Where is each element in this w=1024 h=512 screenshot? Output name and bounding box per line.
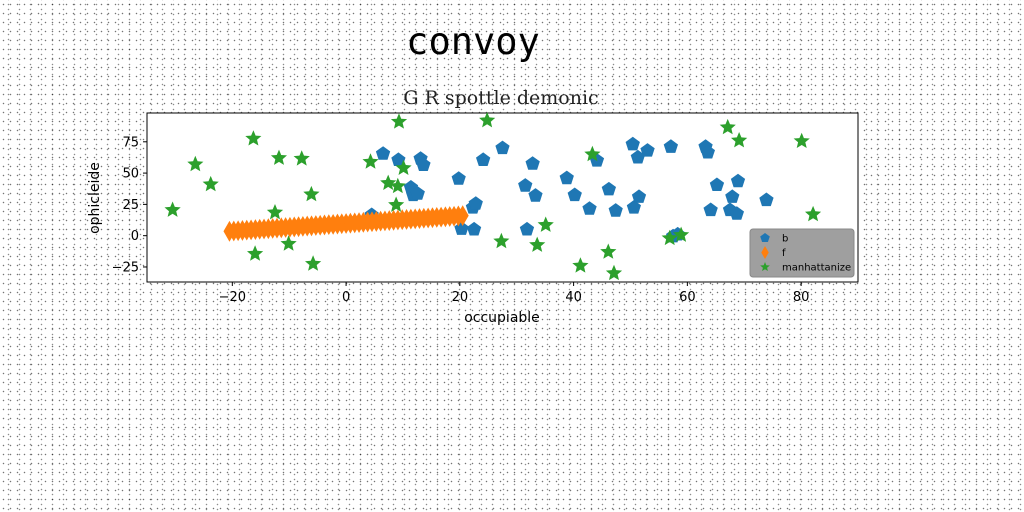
data-point-manhattanize (305, 255, 322, 271)
data-point-b (725, 189, 740, 203)
chart-title: G R spottle demonic (403, 87, 598, 109)
data-point-b (519, 221, 535, 236)
data-point-b (410, 186, 425, 200)
data-point-manhattanize (247, 245, 264, 261)
data-point-b (709, 177, 725, 191)
data-point-manhattanize (805, 205, 822, 222)
x-tick-label: 60 (679, 290, 696, 305)
data-point-b (451, 171, 466, 185)
data-point-b (729, 206, 744, 220)
data-point-manhattanize (493, 232, 510, 249)
data-point-b (582, 201, 597, 215)
data-point-b (468, 196, 483, 210)
data-point-manhattanize (605, 264, 623, 281)
data-point-manhattanize (719, 118, 736, 135)
data-point-manhattanize (187, 155, 204, 172)
data-point-manhattanize (362, 153, 379, 169)
data-point-b (730, 173, 746, 188)
data-point-b (416, 157, 431, 171)
legend-label: f (782, 248, 786, 259)
data-point-manhattanize (395, 159, 412, 175)
data-point-b (391, 152, 406, 166)
legend-label: b (782, 234, 788, 245)
legend-label: manhattanize (782, 263, 851, 274)
data-point-b (630, 149, 645, 164)
x-tick-label: −20 (219, 290, 246, 305)
data-point-b (476, 152, 491, 166)
data-point-manhattanize (164, 201, 181, 217)
x-tick-label: 20 (452, 290, 469, 305)
legend-marker (760, 233, 770, 242)
y-tick-label: −25 (112, 260, 139, 275)
legend-box (749, 228, 855, 278)
data-point-manhattanize (529, 236, 546, 252)
data-point-b (528, 188, 543, 202)
data-point-manhattanize (266, 204, 284, 220)
data-point-b (466, 221, 482, 236)
data-point-b (525, 156, 540, 170)
data-point-manhattanize (245, 130, 262, 146)
y-tick-label: 50 (122, 167, 139, 182)
data-point-manhattanize (389, 177, 406, 194)
y-tick-label: 25 (122, 198, 139, 213)
data-point-b (601, 181, 616, 196)
data-point-manhattanize (479, 112, 496, 128)
data-point-manhattanize (731, 132, 748, 148)
data-point-manhattanize (390, 113, 408, 129)
data-point-manhattanize (572, 257, 589, 273)
data-marks (164, 112, 822, 281)
data-point-b (608, 203, 623, 217)
data-point-b (495, 140, 510, 155)
data-point-manhattanize (303, 185, 320, 202)
data-point-b (518, 178, 533, 192)
data-point-manhattanize (793, 132, 810, 148)
data-point-b (567, 187, 582, 202)
data-point-manhattanize (388, 196, 405, 212)
y-tick-label: 0 (131, 229, 139, 244)
data-point-manhattanize (293, 150, 310, 166)
y-axis-label: ophicleide (87, 162, 103, 234)
data-point-manhattanize (537, 216, 554, 232)
data-point-b (631, 189, 647, 203)
data-point-manhattanize (280, 235, 297, 251)
data-point-b (626, 200, 641, 214)
x-tick-label: 0 (342, 290, 350, 305)
y-tick-label: 75 (122, 135, 139, 150)
data-point-b (759, 192, 774, 207)
data-point-manhattanize (584, 145, 601, 162)
figure-title: convoy (406, 20, 540, 63)
x-tick-label: 80 (793, 290, 810, 305)
x-axis: −20 0 20 40 60 80 (219, 282, 810, 305)
data-point-b (663, 139, 678, 153)
data-point-b (700, 144, 715, 159)
data-point-manhattanize (673, 226, 690, 242)
data-point-b (375, 146, 391, 160)
data-point-b (625, 136, 640, 151)
x-tick-label: 40 (565, 290, 582, 305)
data-point-manhattanize (600, 243, 617, 259)
data-point-manhattanize (202, 175, 219, 192)
data-point-b (559, 170, 574, 185)
legend-marker (760, 262, 770, 271)
data-point-manhattanize (661, 229, 678, 246)
data-point-f (456, 205, 469, 227)
data-point-manhattanize (270, 149, 287, 165)
legend: bf manhattanize (749, 228, 855, 278)
data-point-b (640, 143, 655, 157)
x-axis-label: occupiable (464, 310, 540, 326)
y-axis: −25 0 25 50 75 (112, 135, 147, 275)
data-point-b (703, 202, 718, 217)
data-point-manhattanize (380, 174, 397, 190)
legend-marker (761, 246, 769, 259)
